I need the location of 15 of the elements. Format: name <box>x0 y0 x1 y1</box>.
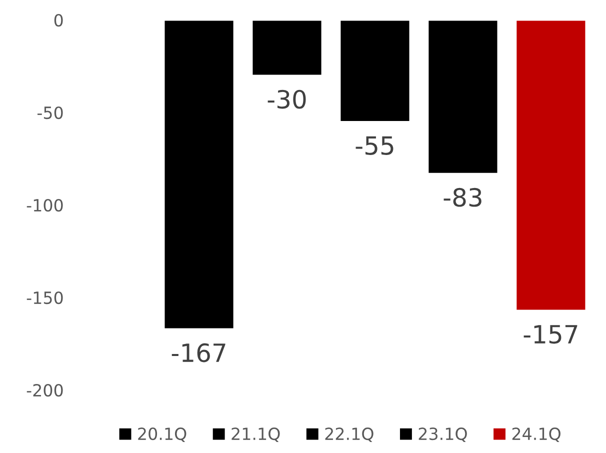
legend-label: 24.1Q <box>512 427 560 442</box>
legend-label: 20.1Q <box>138 427 186 442</box>
y-tick-label: -100 <box>26 198 63 212</box>
data-label: -30 <box>268 90 306 109</box>
data-label: -157 <box>524 325 578 344</box>
data-label: -167 <box>172 343 226 362</box>
y-tick-label: -150 <box>26 291 63 304</box>
legend-label: 23.1Q <box>418 427 467 442</box>
data-label: -83 <box>444 188 482 207</box>
y-tick-label: -200 <box>26 384 63 397</box>
y-tick-label: -50 <box>37 106 63 120</box>
legend-label: 21.1Q <box>232 427 280 442</box>
data-label: -55 <box>356 136 394 155</box>
y-tick-label: 0 <box>54 14 63 27</box>
legend-label: 22.1Q <box>325 427 374 442</box>
